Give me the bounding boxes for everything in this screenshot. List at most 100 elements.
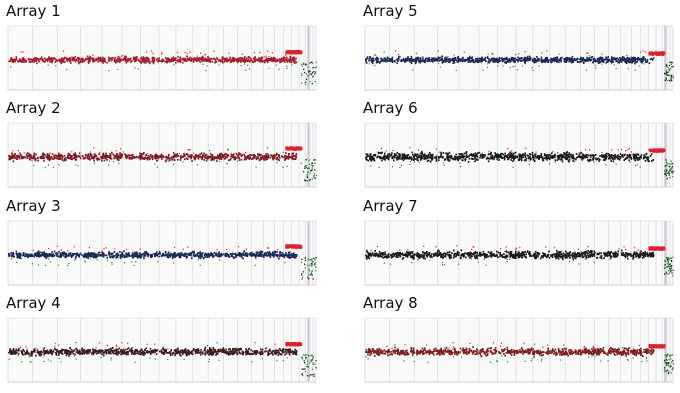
data-point <box>220 154 222 156</box>
data-point <box>96 157 98 160</box>
data-point <box>158 57 160 60</box>
outlier-point <box>274 343 276 345</box>
data-point <box>251 158 254 160</box>
data-point <box>42 152 44 155</box>
data-point <box>142 152 144 155</box>
data-point <box>12 349 15 351</box>
data-point <box>292 256 295 258</box>
data-point <box>47 57 49 60</box>
data-point <box>230 253 233 255</box>
low-point <box>308 167 310 169</box>
data-point <box>83 352 86 355</box>
data-point <box>195 349 198 352</box>
data-point <box>286 156 289 158</box>
data-point <box>371 59 373 61</box>
data-point <box>133 253 136 256</box>
data-point <box>103 159 106 162</box>
data-point <box>177 59 179 61</box>
data-point <box>33 254 35 257</box>
data-point <box>262 254 264 257</box>
data-point <box>65 350 67 353</box>
data-point <box>244 154 246 157</box>
data-point <box>18 59 21 62</box>
data-point <box>64 252 66 255</box>
data-point <box>86 55 89 58</box>
data-point <box>194 157 197 160</box>
low-point <box>307 258 309 260</box>
high-point <box>286 245 289 248</box>
low-point <box>308 70 310 72</box>
data-point <box>288 350 291 353</box>
data-point <box>227 59 230 62</box>
data-point <box>126 60 129 63</box>
data-point <box>16 155 19 158</box>
data-point <box>134 350 136 353</box>
data-point <box>109 155 112 158</box>
data-point <box>28 253 31 256</box>
data-point <box>622 59 625 62</box>
low-point <box>309 273 312 276</box>
data-point <box>137 352 140 355</box>
data-point <box>202 154 204 156</box>
data-point <box>564 60 566 62</box>
data-point <box>87 60 90 63</box>
data-point <box>26 349 28 352</box>
data-point <box>154 255 156 257</box>
data-point <box>219 59 221 61</box>
data-point <box>92 157 95 160</box>
data-point <box>82 349 84 352</box>
outlier-point <box>16 261 18 263</box>
data-point <box>45 350 47 352</box>
data-point <box>138 155 141 157</box>
data-point <box>287 58 290 61</box>
data-point <box>183 158 186 161</box>
data-point <box>220 158 223 160</box>
data-point <box>238 252 241 254</box>
data-point <box>42 157 44 159</box>
data-point <box>102 352 105 354</box>
high-point <box>295 51 297 54</box>
low-point <box>309 172 311 174</box>
low-point <box>306 168 309 170</box>
data-point <box>265 350 267 353</box>
data-point <box>182 350 184 353</box>
data-point <box>30 154 32 157</box>
data-point <box>144 348 146 351</box>
outlier-point <box>156 166 158 168</box>
data-point <box>84 253 86 256</box>
low-point <box>311 178 313 180</box>
data-point <box>88 157 91 160</box>
data-point <box>56 252 58 255</box>
data-point <box>108 251 110 253</box>
data-point <box>64 352 66 354</box>
data-point <box>45 350 48 352</box>
data-point <box>212 352 215 355</box>
data-point <box>178 60 181 63</box>
data-point <box>67 255 69 257</box>
data-point <box>601 57 604 59</box>
outlier-point <box>98 342 100 344</box>
data-point <box>249 56 251 59</box>
outlier-point <box>146 153 148 155</box>
data-point <box>198 351 200 354</box>
data-point <box>254 154 256 157</box>
data-point <box>149 60 151 63</box>
data-point <box>202 257 205 260</box>
outlier-point <box>73 246 75 248</box>
data-point <box>13 157 15 159</box>
data-point <box>179 59 181 62</box>
outlier-point <box>199 264 201 266</box>
low-point <box>308 159 310 161</box>
data-point <box>291 256 293 258</box>
outlier-point <box>122 55 124 57</box>
data-point <box>275 352 277 354</box>
data-point <box>93 155 95 158</box>
data-point <box>284 59 287 61</box>
outlier-point <box>188 149 190 151</box>
data-point <box>146 158 149 161</box>
data-point <box>240 59 243 62</box>
data-point <box>10 57 13 59</box>
data-point <box>220 349 223 352</box>
data-point <box>181 349 184 352</box>
data-point <box>292 152 294 155</box>
